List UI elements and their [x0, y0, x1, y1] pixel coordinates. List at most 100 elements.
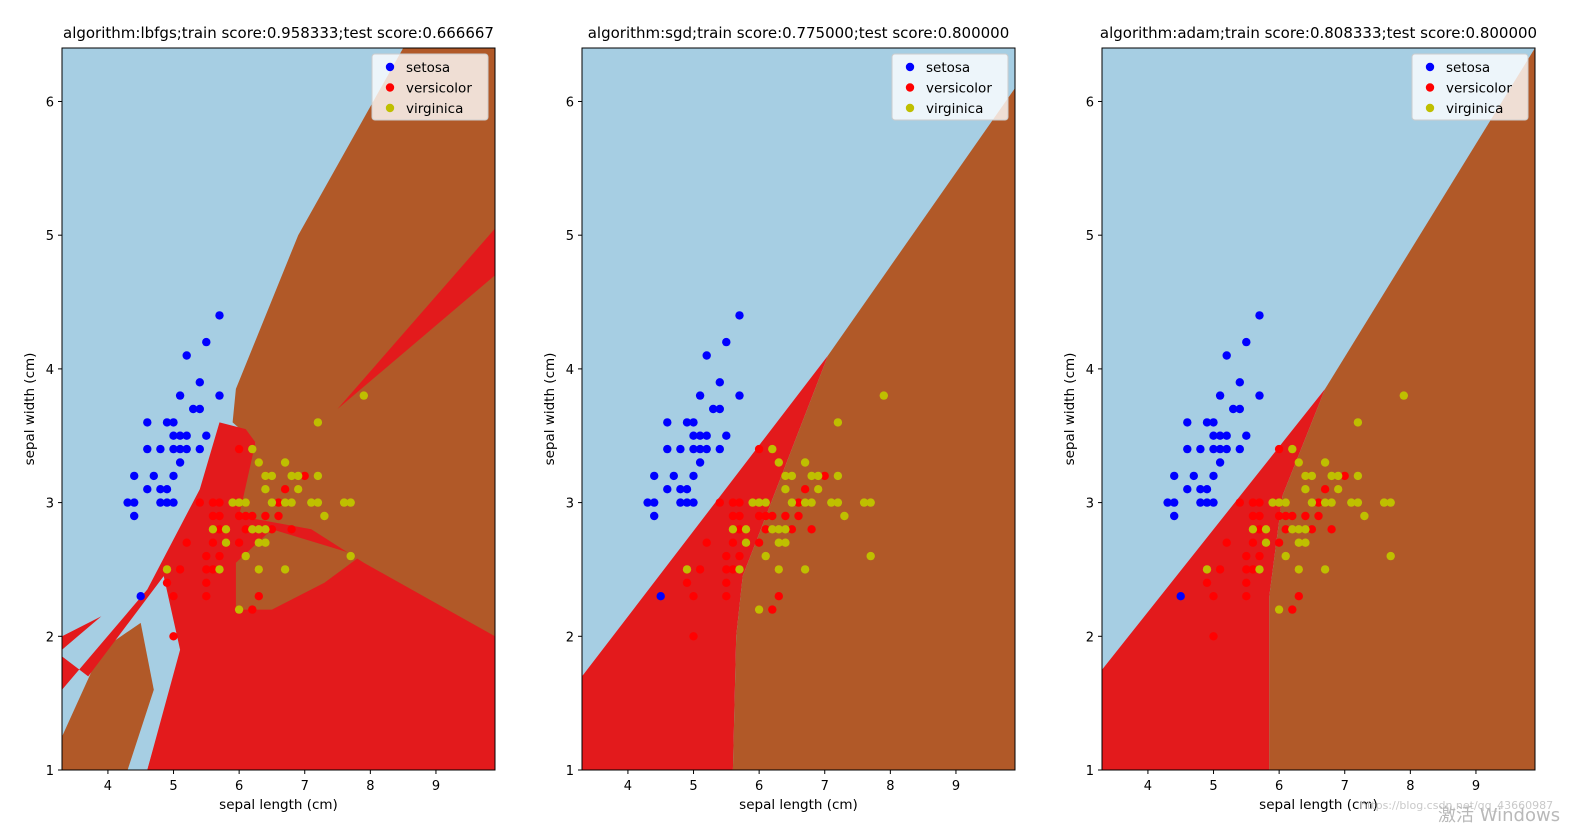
x-tick-label: 8: [366, 779, 374, 794]
legend-label-virginica: virginica: [1446, 101, 1503, 117]
point-versicolor: [280, 485, 290, 494]
point-virginica: [1261, 538, 1271, 547]
watermark-url: https://blog.csdn.net/qq_43660987: [1360, 799, 1553, 812]
region-versicolor: [582, 355, 828, 770]
point-setosa: [663, 444, 672, 454]
point-versicolor: [722, 578, 731, 587]
point-versicolor: [241, 511, 250, 521]
point-setosa: [215, 311, 224, 320]
point-setosa: [156, 485, 165, 494]
y-tick-label: 1: [1086, 764, 1094, 779]
legend-marker-setosa: [905, 62, 915, 72]
point-setosa: [1222, 351, 1231, 360]
point-setosa: [1196, 485, 1205, 494]
point-versicolor: [1307, 525, 1317, 534]
point-setosa: [156, 444, 165, 454]
legend-label-setosa: setosa: [1446, 60, 1490, 76]
point-setosa: [1202, 418, 1212, 427]
point-versicolor: [728, 538, 738, 547]
point-versicolor: [248, 605, 257, 614]
point-virginica: [1334, 485, 1343, 494]
point-versicolor: [241, 525, 250, 534]
point-versicolor: [794, 498, 803, 507]
point-versicolor: [1235, 498, 1245, 507]
x-tick-label: 9: [1472, 779, 1480, 794]
point-virginica: [254, 458, 263, 467]
point-virginica: [261, 485, 270, 494]
point-versicolor: [202, 565, 211, 574]
point-versicolor: [261, 511, 270, 521]
point-setosa: [169, 431, 178, 440]
point-virginica: [735, 565, 744, 574]
point-versicolor: [267, 525, 277, 534]
point-virginica: [1320, 458, 1330, 467]
point-versicolor: [1255, 525, 1264, 534]
point-setosa: [169, 498, 178, 507]
point-versicolor: [1288, 605, 1297, 614]
point-virginica: [1248, 525, 1258, 534]
x-tick-label: 6: [755, 779, 763, 794]
scatter-points: [643, 311, 888, 641]
point-versicolor: [1248, 498, 1258, 507]
point-virginica: [1327, 471, 1336, 481]
point-versicolor: [768, 511, 777, 521]
point-virginica: [1353, 418, 1363, 427]
point-virginica: [761, 498, 770, 507]
point-virginica: [221, 538, 231, 547]
point-virginica: [254, 538, 263, 547]
point-versicolor: [768, 605, 777, 614]
point-setosa: [682, 498, 692, 507]
region-virginica: [732, 88, 1015, 771]
scatter-points: [123, 311, 368, 641]
point-setosa: [143, 418, 152, 427]
point-virginica: [807, 498, 816, 507]
point-versicolor: [1314, 511, 1323, 521]
point-versicolor: [202, 592, 211, 601]
point-virginica: [1386, 498, 1395, 507]
point-setosa: [702, 351, 711, 360]
point-versicolor: [682, 578, 692, 587]
point-setosa: [202, 337, 211, 347]
x-tick-label: 5: [1209, 779, 1217, 794]
point-versicolor: [735, 551, 744, 561]
y-axis-label: sepal width (cm): [22, 353, 38, 466]
y-tick-label: 4: [566, 363, 574, 378]
point-versicolor: [722, 592, 731, 601]
legend-marker-versicolor: [1425, 83, 1435, 92]
point-virginica: [1268, 498, 1277, 507]
point-virginica: [254, 525, 263, 534]
point-virginica: [1386, 551, 1395, 561]
point-virginica: [1301, 471, 1310, 481]
y-tick-label: 4: [46, 363, 54, 378]
point-virginica: [267, 471, 277, 481]
x-tick-label: 4: [624, 779, 632, 794]
plot-frame: [1101, 47, 1536, 771]
point-versicolor: [702, 538, 711, 547]
point-setosa: [1255, 391, 1264, 400]
point-versicolor: [735, 525, 744, 534]
point-setosa: [143, 444, 152, 454]
point-virginica: [234, 605, 244, 614]
x-tick-label: 5: [169, 779, 177, 794]
point-virginica: [287, 498, 296, 507]
x-tick-label: 7: [301, 779, 309, 794]
point-setosa: [682, 418, 692, 427]
point-virginica: [833, 418, 843, 427]
legend-marker-setosa: [1425, 62, 1435, 72]
point-setosa: [136, 592, 145, 601]
x-axis-label: sepal length (cm): [219, 797, 338, 813]
legend-box: [1411, 53, 1529, 121]
panel-adam: algorithm:adam;train score:0.808333;test…: [1062, 24, 1537, 813]
point-virginica: [827, 498, 836, 507]
point-virginica: [781, 525, 790, 534]
point-versicolor: [1202, 578, 1212, 587]
point-setosa: [689, 498, 698, 507]
point-virginica: [866, 498, 875, 507]
legend-marker-versicolor: [385, 83, 395, 92]
point-setosa: [1189, 471, 1199, 481]
point-setosa: [130, 471, 139, 481]
point-virginica: [1301, 538, 1310, 547]
x-tick-label: 6: [235, 779, 243, 794]
point-virginica: [313, 471, 323, 481]
point-versicolor: [300, 471, 309, 481]
